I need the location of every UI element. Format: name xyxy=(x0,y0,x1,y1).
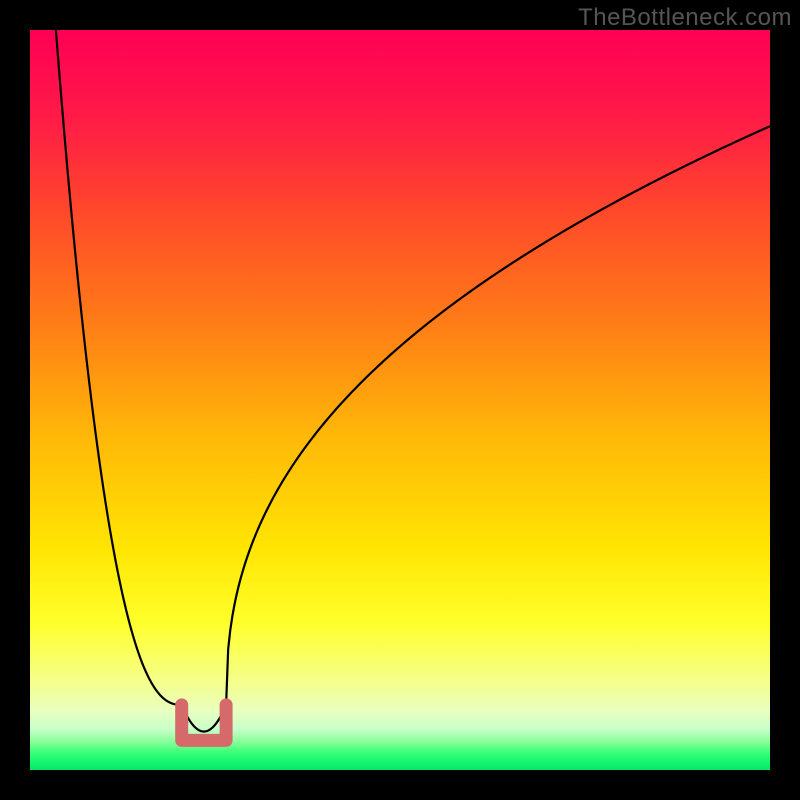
watermark-text: TheBottleneck.com xyxy=(578,4,792,32)
bottleneck-plot xyxy=(0,0,800,800)
image-frame: TheBottleneck.com xyxy=(0,0,800,800)
